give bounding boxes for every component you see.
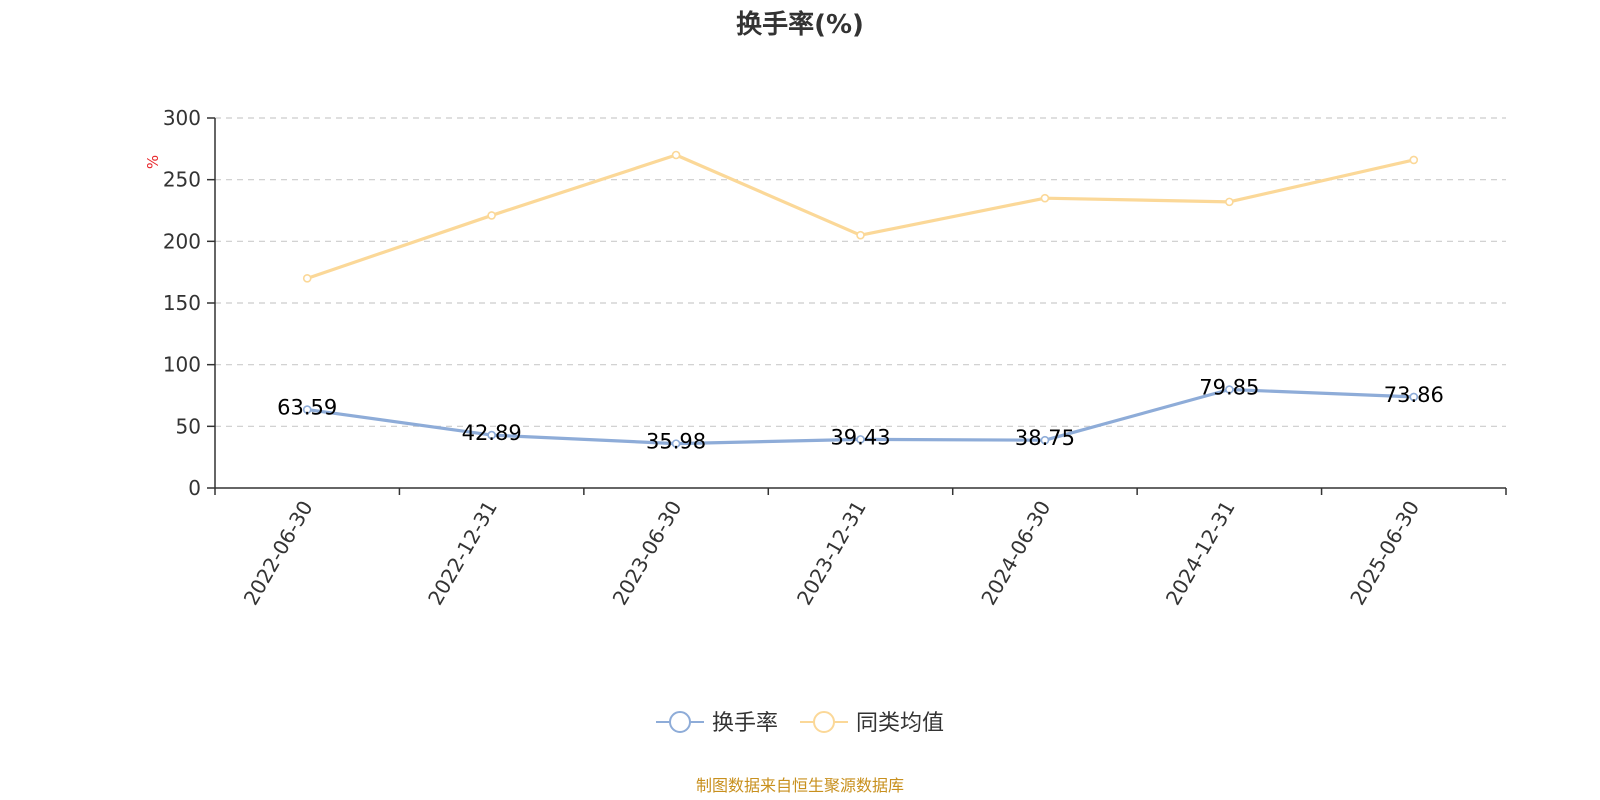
data-point — [1409, 392, 1419, 402]
legend-circle-icon — [813, 711, 835, 733]
x-tick-label: 2024-06-30 — [976, 497, 1055, 610]
data-label: 39.43 — [830, 425, 890, 449]
data-label: 35.98 — [646, 430, 706, 454]
data-point — [856, 435, 865, 444]
data-point — [487, 211, 496, 220]
data-label: 79.85 — [1199, 376, 1259, 400]
data-labels: 63.59 42.89 35.98 39.43 38.75 79.85 73.86 — [277, 376, 1444, 454]
legend-label: 同类均值 — [856, 711, 944, 736]
y-tick-label: 0 — [188, 476, 201, 500]
source-note: 制图数据来自恒生聚源数据库 — [696, 776, 904, 795]
data-point — [1225, 385, 1234, 394]
data-point — [302, 274, 312, 283]
series-lines — [302, 150, 1419, 448]
legend-label: 换手率 — [712, 711, 778, 736]
y-tick-label: 50 — [176, 414, 201, 438]
y-tick-label: 100 — [163, 353, 201, 377]
x-tick-label: 2023-12-31 — [792, 497, 871, 610]
x-tick-label: 2025-06-30 — [1345, 497, 1424, 610]
legend[interactable]: 换手率 同类均值 — [656, 711, 944, 736]
data-point — [1040, 435, 1050, 445]
legend-circle-icon — [669, 711, 691, 733]
legend-item[interactable]: 同类均值 — [800, 711, 944, 736]
data-label: 42.89 — [462, 421, 522, 445]
x-tick-label: 2022-12-31 — [423, 497, 502, 610]
legend-item[interactable]: 换手率 — [656, 711, 778, 736]
y-tick-label: 250 — [163, 168, 201, 192]
y-tick-label: 300 — [163, 106, 201, 130]
data-point — [302, 405, 312, 414]
y-tick-label: 200 — [163, 229, 201, 253]
gridlines — [215, 117, 1506, 427]
chart-title: 换手率(%) — [736, 9, 864, 40]
series-line — [306, 153, 1415, 280]
y-tick-label: 150 — [163, 291, 201, 315]
x-tick-label: 2024-12-31 — [1161, 497, 1240, 610]
data-point — [1040, 193, 1050, 203]
data-point — [671, 150, 681, 160]
y-axis-label: % — [144, 155, 162, 169]
data-point — [856, 230, 865, 240]
data-point — [671, 439, 681, 448]
data-label: 38.75 — [1015, 426, 1075, 450]
data-point — [1225, 197, 1234, 207]
data-label: 73.86 — [1384, 383, 1444, 407]
data-point — [487, 430, 496, 440]
data-point — [1409, 155, 1419, 165]
x-tick-label: 2022-06-30 — [239, 497, 318, 610]
data-label: 63.59 — [277, 396, 337, 420]
axes: 0 50 100 150 200 250 300 2022-06-30 2022-12-31 20… — [163, 106, 1507, 610]
x-tick-label: 2023-06-30 — [607, 497, 686, 610]
